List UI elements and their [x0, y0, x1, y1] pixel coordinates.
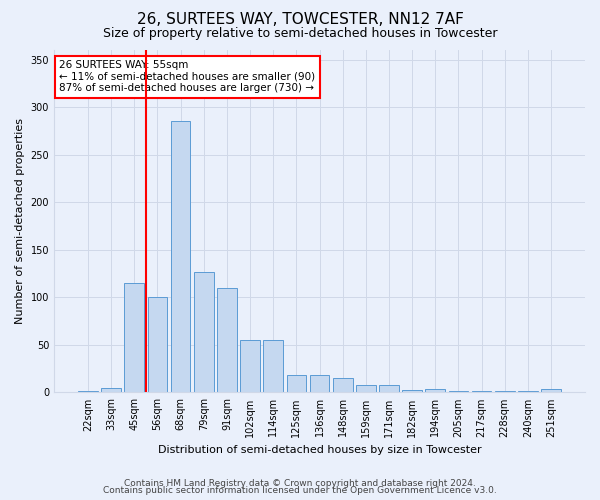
Bar	[240, 340, 260, 392]
Y-axis label: Number of semi-detached properties: Number of semi-detached properties	[15, 118, 25, 324]
Bar	[402, 390, 422, 392]
Bar	[333, 378, 353, 392]
Bar	[101, 388, 121, 392]
Text: Size of property relative to semi-detached houses in Towcester: Size of property relative to semi-detach…	[103, 28, 497, 40]
Bar	[217, 288, 237, 393]
Bar	[124, 283, 144, 393]
Text: Contains public sector information licensed under the Open Government Licence v3: Contains public sector information licen…	[103, 486, 497, 495]
Bar	[148, 298, 167, 392]
Bar	[171, 122, 190, 392]
Text: 26 SURTEES WAY: 55sqm
← 11% of semi-detached houses are smaller (90)
87% of semi: 26 SURTEES WAY: 55sqm ← 11% of semi-deta…	[59, 60, 316, 94]
X-axis label: Distribution of semi-detached houses by size in Towcester: Distribution of semi-detached houses by …	[158, 445, 481, 455]
Text: Contains HM Land Registry data © Crown copyright and database right 2024.: Contains HM Land Registry data © Crown c…	[124, 478, 476, 488]
Bar	[287, 376, 306, 392]
Bar	[541, 388, 561, 392]
Bar	[356, 385, 376, 392]
Bar	[310, 376, 329, 392]
Bar	[379, 385, 399, 392]
Bar	[425, 388, 445, 392]
Text: 26, SURTEES WAY, TOWCESTER, NN12 7AF: 26, SURTEES WAY, TOWCESTER, NN12 7AF	[137, 12, 463, 28]
Bar	[194, 272, 214, 392]
Bar	[78, 390, 98, 392]
Bar	[263, 340, 283, 392]
